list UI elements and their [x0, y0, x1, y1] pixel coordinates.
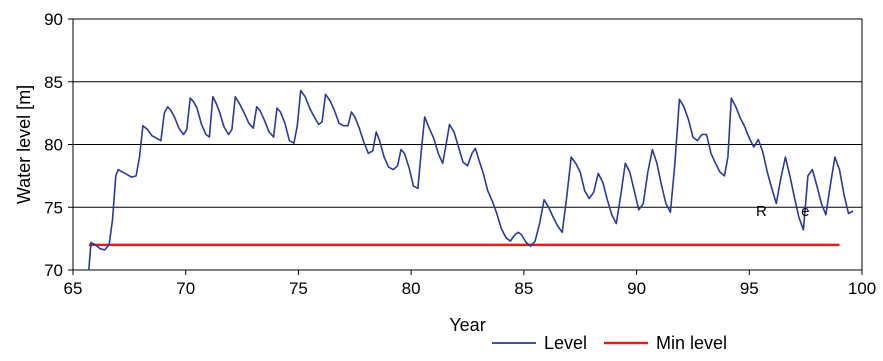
y-axis-ticks: 70 75 80 85 90 — [44, 10, 73, 280]
y-tick-label: 70 — [44, 261, 63, 280]
series-line-level — [88, 89, 854, 271]
x-tick-label: 90 — [627, 279, 646, 298]
annotation-text: R — [756, 203, 767, 220]
x-tick-label: 100 — [848, 279, 876, 298]
y-tick-label: 80 — [44, 136, 63, 155]
x-tick-label: 65 — [64, 279, 83, 298]
legend-label-level: Level — [544, 333, 587, 353]
x-tick-label: 85 — [514, 279, 533, 298]
legend-label-min-level: Min level — [656, 333, 727, 353]
y-tick-label: 75 — [44, 198, 63, 217]
x-tick-label: 95 — [740, 279, 759, 298]
x-tick-label: 75 — [289, 279, 308, 298]
y-axis-title: Water level [m] — [14, 85, 34, 204]
x-axis-ticks: 65 70 75 80 85 90 95 100 — [64, 270, 876, 298]
legend: Level Min level — [492, 333, 727, 353]
series-lines — [88, 89, 854, 271]
y-tick-label: 90 — [44, 10, 63, 29]
gridlines — [73, 18, 862, 271]
x-tick-label: 80 — [402, 279, 421, 298]
annotation-text: e — [801, 203, 809, 220]
x-tick-label: 70 — [176, 279, 195, 298]
x-axis-title: Year — [449, 315, 485, 335]
y-tick-label: 85 — [44, 73, 63, 92]
